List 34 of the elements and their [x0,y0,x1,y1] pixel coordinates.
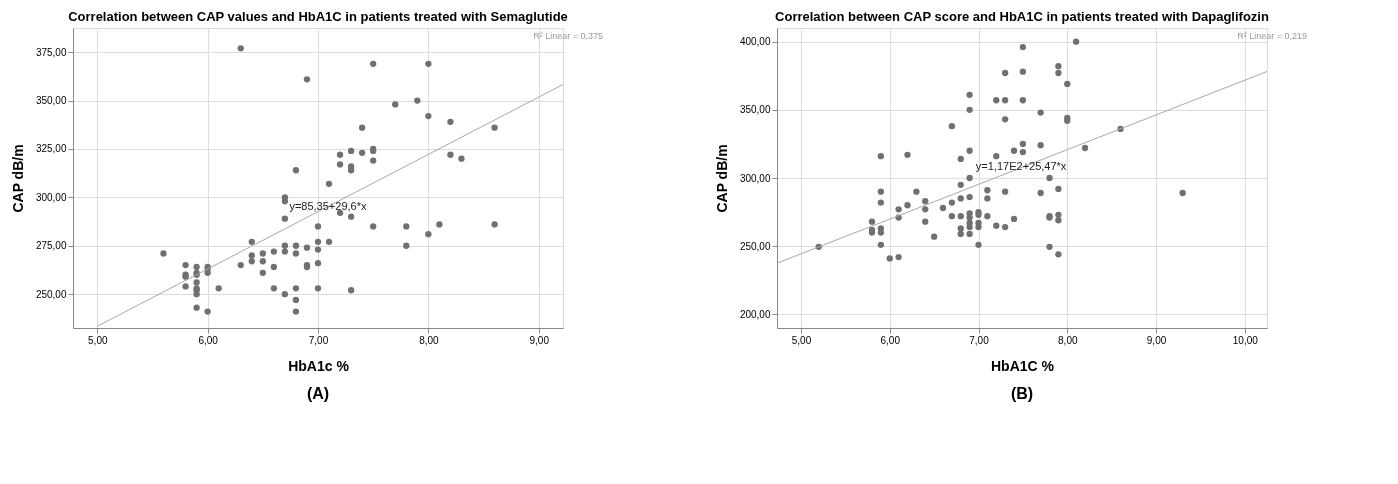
x-tick-label: 7,00 [969,334,990,346]
y-axis-title: CAP dB/m [713,144,730,213]
y-tick-label: 250,00 [35,288,67,300]
y-tick-label: 350,00 [35,95,67,107]
x-tick-label: 5,00 [791,334,812,346]
y-tick-label: 300,00 [739,172,771,184]
x-tick-label: 9,00 [529,334,550,346]
chart-title: Correlation between CAP score and HbA1C in patients treated with Dapaglifozin [775,9,1269,24]
x-axis-title: HbA1C % [990,357,1055,374]
y-tick-label: 200,00 [739,308,771,320]
y-tick-label: 300,00 [35,191,67,203]
x-tick-label: 9,00 [1146,334,1167,346]
x-tick-label: 5,00 [88,334,108,346]
chart-title: Correlation between CAP values and HbA1C in patients treated with Semaglutide [68,9,568,24]
annotation: y=85,35+29,6*x [289,200,367,213]
y-tick-label: 375,00 [35,46,67,58]
y-tick-label: 400,00 [739,36,771,48]
x-tick-label: 7,00 [308,334,329,346]
text: (A) [306,385,330,402]
annotation: R² Linear = 0,219 [1237,31,1307,41]
x-axis-title: HbA1c % [288,357,350,374]
x-tick-label: 6,00 [198,334,219,346]
x-tick-label: 6,00 [880,334,901,346]
x-tick-label: 8,00 [1058,334,1078,346]
y-tick-label: 325,00 [35,143,67,155]
text: (B) [1010,385,1034,402]
y-tick-label: 350,00 [739,104,771,116]
y-tick-label: 275,00 [35,240,67,252]
annotation: y=1,17E2+25,47*x [975,160,1067,173]
x-tick-label: 10,00 [1232,334,1259,346]
annotation: R² Linear = 0,375 [533,31,603,41]
x-tick-label: 8,00 [419,334,440,346]
y-axis-title: CAP dB/m [9,144,26,213]
y-tick-label: 250,00 [739,240,771,252]
